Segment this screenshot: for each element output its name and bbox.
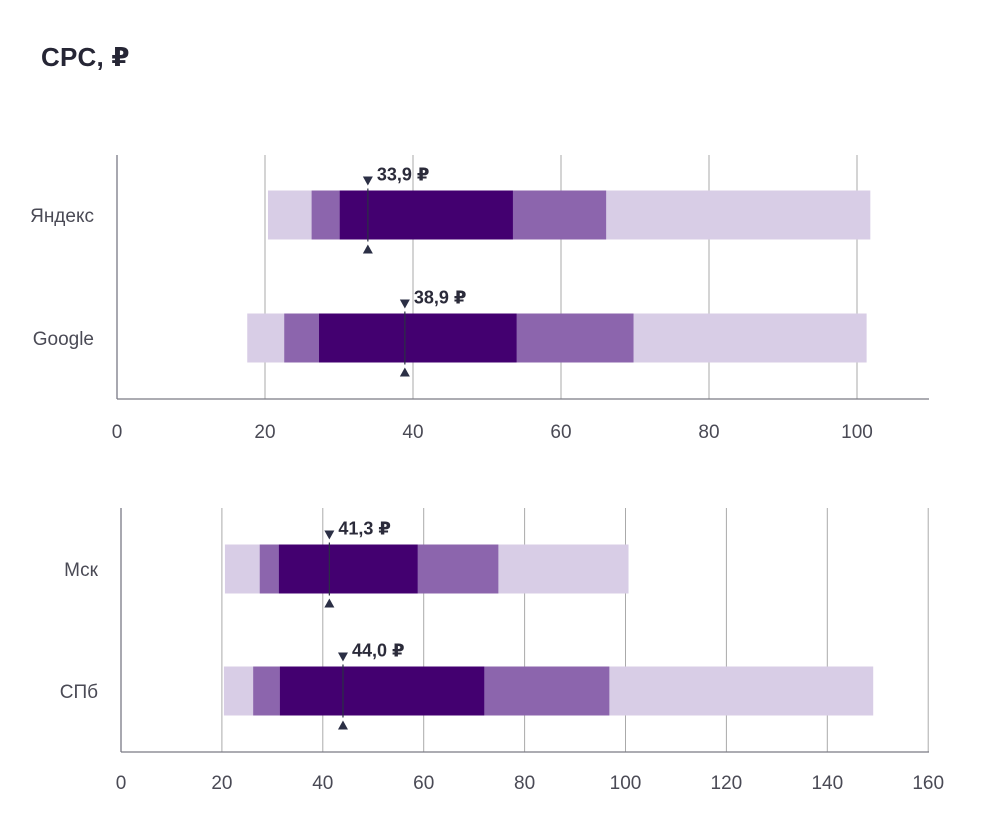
marker-value-label: 41,3 ₽ xyxy=(338,519,391,539)
x-tick-label: 140 xyxy=(811,773,843,794)
marker-triangle-down xyxy=(362,176,373,186)
bar-inner-range xyxy=(279,666,485,716)
category-label: Яндекс xyxy=(30,206,94,227)
x-tick-label: 20 xyxy=(254,422,275,443)
category-label: Google xyxy=(33,329,94,350)
x-tick-label: 100 xyxy=(610,773,642,794)
marker-triangle-up xyxy=(337,720,348,730)
marker-triangle-down xyxy=(324,530,335,540)
x-tick-label: 100 xyxy=(841,422,873,443)
x-tick-label: 0 xyxy=(116,773,127,794)
chart-panel-2: 41,3 ₽ Мск 44,0 ₽ СПб 0 20 40 60 80 100 120 140 160 xyxy=(60,508,944,794)
x-tick-label: 60 xyxy=(413,773,434,794)
marker-value-label: 33,9 ₽ xyxy=(377,165,430,185)
marker-triangle-up xyxy=(324,598,335,608)
marker-value-label: 44,0 ₽ xyxy=(352,641,405,661)
x-tick-label: 60 xyxy=(550,422,571,443)
marker-triangle-up xyxy=(399,367,410,377)
x-tick-label: 20 xyxy=(211,773,232,794)
bar-row-1: 44,0 ₽ xyxy=(223,641,874,730)
x-tick-label: 40 xyxy=(402,422,423,443)
x-tick-label: 40 xyxy=(312,773,333,794)
bar-inner-range xyxy=(339,190,513,240)
bar-inner-range xyxy=(319,313,517,363)
marker-value-label: 38,9 ₽ xyxy=(414,288,467,308)
marker-triangle-up xyxy=(362,244,373,254)
chart-panel-1: 33,9 ₽ Яндекс 38,9 ₽ Google 0 20 40 60 80 100 xyxy=(30,155,929,443)
bar-row-0: 33,9 ₽ xyxy=(267,165,871,254)
page-title: CPC, ₽ xyxy=(41,42,130,72)
bar-inner-range xyxy=(278,544,418,594)
x-tick-label: 160 xyxy=(912,773,944,794)
x-tick-label: 80 xyxy=(514,773,535,794)
marker-triangle-down xyxy=(337,652,348,662)
bar-row-0: 41,3 ₽ xyxy=(224,519,629,608)
x-tick-label: 80 xyxy=(698,422,719,443)
category-label: СПб xyxy=(60,682,98,703)
marker-triangle-down xyxy=(399,299,410,309)
x-tick-label: 120 xyxy=(711,773,743,794)
x-tick-label: 0 xyxy=(112,422,123,443)
category-label: Мск xyxy=(64,560,99,581)
bar-row-1: 38,9 ₽ xyxy=(247,288,867,377)
